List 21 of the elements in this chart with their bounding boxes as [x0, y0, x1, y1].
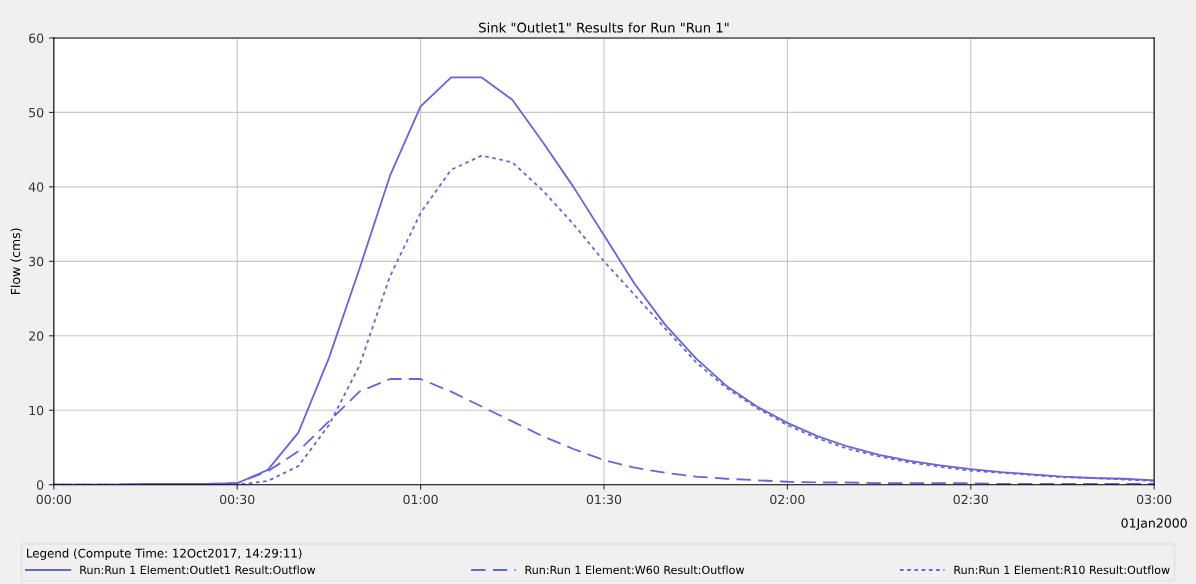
- x-tick-label: 00:30: [220, 494, 255, 505]
- y-tick-label: 50: [29, 107, 44, 118]
- x-tick-label: 03:00: [1136, 494, 1172, 505]
- legend-label: Run:Run 1 Element:R10 Result:Outflow: [954, 565, 1170, 575]
- y-tick-label: 60: [29, 33, 44, 43]
- y-tick-label: 40: [28, 182, 44, 192]
- text: 01Jan2000: [1121, 518, 1187, 531]
- y-tick-label: 10: [29, 405, 44, 416]
- legend-label: Run:Run 1 Element:W60 Result:Outflow: [525, 565, 745, 575]
- x-tick-label: 00:00: [36, 494, 71, 505]
- y-tick-label: 20: [29, 331, 44, 341]
- x-tick-label: 01:30: [586, 494, 622, 505]
- legend-title: Legend (Compute Time: 12Oct2017, 14:29:11): [27, 548, 302, 560]
- x-tick-label: 01:00: [403, 494, 438, 505]
- y-tick-label: 0: [36, 480, 44, 490]
- legend-label: Run:Run 1 Element:Outlet1 Result:Outflow: [80, 565, 316, 575]
- chart-title: Sink "Outlet1" Results for Run "Run 1": [479, 22, 729, 33]
- y-axis-title: Flow (cms): [10, 228, 22, 295]
- y-tick-label: 30: [29, 256, 44, 267]
- x-tick-label: 02:00: [770, 494, 805, 505]
- x-tick-label: 02:30: [953, 494, 988, 505]
